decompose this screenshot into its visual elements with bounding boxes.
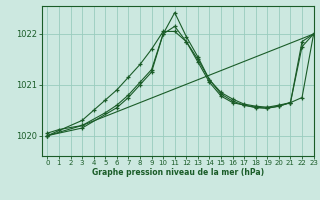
X-axis label: Graphe pression niveau de la mer (hPa): Graphe pression niveau de la mer (hPa) [92, 168, 264, 177]
